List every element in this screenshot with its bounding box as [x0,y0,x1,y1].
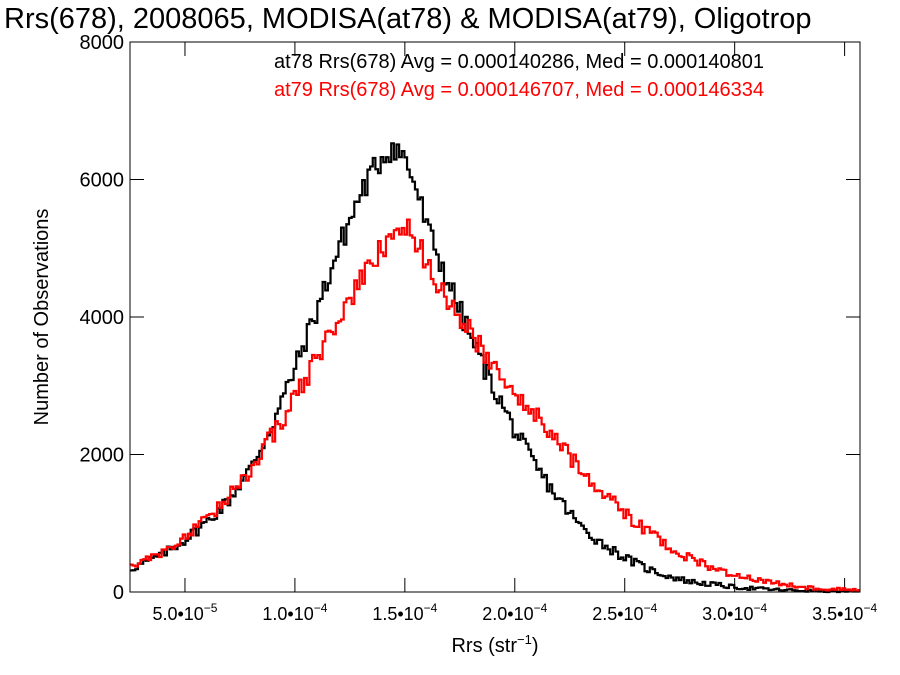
tick-labels: 0 2000 4000 6000 8000 5.0•10−5 1.0•10−4 1.5•10−… [80,32,878,624]
x-tick-label: 5.0•10−5 [152,601,217,624]
y-tick-label: 8000 [80,32,125,54]
x-tick-label: 1.0•10−4 [262,601,327,624]
plot-frame [129,41,861,593]
x-tick-label: 3.5•10−4 [812,601,877,624]
chart-title: Rrs(678), 2008065, MODISA(at78) & MODISA… [4,3,811,35]
x-tick-label: 3.0•10−4 [702,601,767,624]
tick-marks [130,41,860,593]
series-at79-line [130,218,860,593]
x-tick-label: 1.5•10−4 [372,601,437,624]
x-tick-label: 2.5•10−4 [592,601,657,624]
y-tick-label: 4000 [80,307,125,329]
y-tick-label: 0 [113,582,124,604]
y-tick-label: 6000 [80,170,125,192]
series-at78-line [130,142,860,594]
y-tick-label: 2000 [80,445,125,467]
series-layer [130,142,860,594]
legend-text-at79: at79 Rrs(678) Avg = 0.000146707, Med = 0… [274,79,764,101]
x-axis-label: Rrs (str−1) [451,632,538,657]
x-tick-label: 2.0•10−4 [482,601,547,624]
legend-text-at78: at78 Rrs(678) Avg = 0.000140286, Med = 0… [274,51,764,73]
y-axis-label: Number of Observations [31,209,53,426]
